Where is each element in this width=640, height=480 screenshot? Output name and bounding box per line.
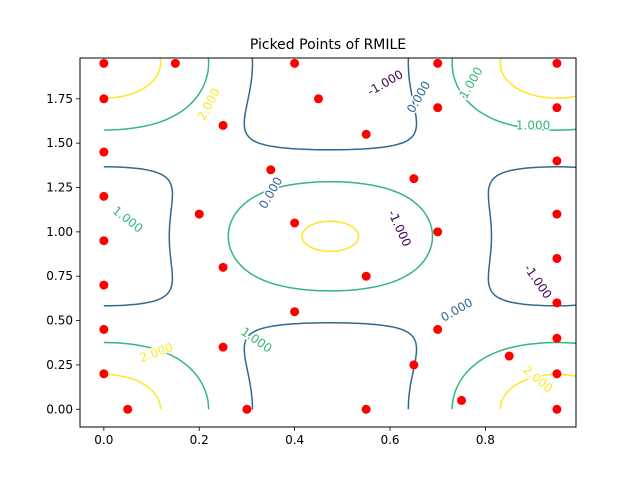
contour-label: 1.000 (110, 203, 146, 235)
scatter-point (99, 236, 109, 246)
scatter-point (552, 298, 562, 308)
scatter-point (99, 280, 109, 290)
y-tick-label: 1.00 (46, 225, 73, 239)
scatter-point (361, 404, 371, 414)
scatter-point (552, 156, 562, 166)
scatter-point (552, 369, 562, 379)
scatter-point (409, 360, 419, 370)
contour-label: 0.000 (404, 79, 433, 116)
x-tick-label: 0.0 (94, 433, 113, 447)
y-tick-label: 0.50 (46, 314, 73, 328)
scatter-point (99, 369, 109, 379)
scatter-point (290, 218, 300, 228)
contour-label: -1.000 (365, 67, 406, 98)
scatter-point (194, 209, 204, 219)
scatter-point (170, 58, 180, 68)
scatter-point (218, 342, 228, 352)
scatter-point (457, 395, 467, 405)
y-axis-ticks: 0.00 0.25 0.50 0.75 1.00 1.25 1.50 1.75 (46, 92, 80, 416)
scatter-point (99, 324, 109, 334)
points-layer (99, 58, 562, 414)
y-tick-label: 1.25 (46, 181, 73, 195)
contour-label: 0.000 (438, 295, 475, 324)
scatter-point (552, 404, 562, 414)
scatter-point (433, 227, 443, 237)
scatter-point (361, 129, 371, 139)
chart-title: Picked Points of RMILE (250, 37, 406, 53)
contour-line-level-2 (103, 57, 577, 410)
y-tick-label: 0.00 (46, 402, 73, 416)
scatter-point (433, 324, 443, 334)
x-tick-label: 0.4 (285, 433, 304, 447)
y-tick-label: 1.50 (46, 136, 73, 150)
contour-label: -1.000 (385, 208, 414, 249)
x-tick-label: 0.2 (190, 433, 209, 447)
scatter-point (552, 58, 562, 68)
scatter-point (123, 404, 133, 414)
scatter-point (218, 262, 228, 272)
contour-label: 2.000 (195, 86, 223, 123)
contour-line-level-0 (103, 57, 577, 410)
scatter-point (361, 271, 371, 281)
y-tick-label: 0.25 (46, 358, 73, 372)
contour-label: 2.000 (520, 363, 555, 396)
scatter-point (313, 94, 323, 104)
contour-label: -1.000 (521, 262, 555, 302)
plot-frame (79, 57, 577, 428)
scatter-point (504, 351, 514, 361)
x-axis-ticks: 0.0 0.2 0.4 0.6 0.8 (94, 427, 495, 447)
scatter-point (99, 147, 109, 157)
scatter-point (552, 333, 562, 343)
contour-layer (103, 57, 577, 410)
contour-line-level-1 (103, 57, 577, 410)
scatter-point (552, 209, 562, 219)
contour-label: 1.000 (516, 118, 550, 132)
y-tick-label: 0.75 (46, 269, 73, 283)
x-tick-label: 0.6 (380, 433, 399, 447)
scatter-point (218, 120, 228, 130)
scatter-point (552, 253, 562, 263)
scatter-point (433, 103, 443, 113)
x-tick-label: 0.8 (476, 433, 495, 447)
scatter-point (433, 58, 443, 68)
contour-label: 2.000 (138, 340, 175, 365)
y-tick-label: 1.75 (46, 92, 73, 106)
scatter-point (552, 103, 562, 113)
scatter-point (409, 174, 419, 184)
scatter-point (99, 191, 109, 201)
scatter-point (242, 404, 252, 414)
scatter-point (290, 58, 300, 68)
scatter-point (290, 307, 300, 317)
scatter-point (99, 94, 109, 104)
contour-label: 1.000 (456, 64, 485, 101)
scatter-point (99, 58, 109, 68)
scatter-point (266, 165, 276, 175)
